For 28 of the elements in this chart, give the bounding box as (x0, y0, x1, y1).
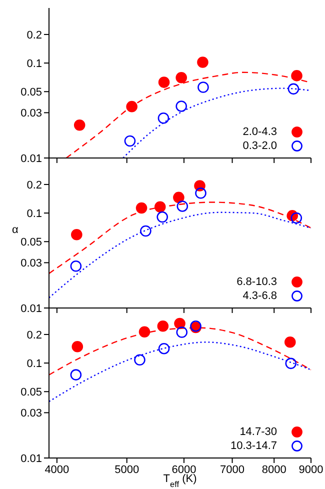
y-tick-label: 0.2 (26, 329, 42, 342)
x-tick-label: 7000 (220, 464, 245, 476)
x-tick-label: 4000 (44, 464, 70, 476)
y-tick-label: 0.05 (20, 236, 42, 249)
y-tick-label: 0.03 (20, 108, 42, 120)
legend-label: 2.0-4.3 (242, 126, 277, 138)
y-tick-label: 0.1 (26, 358, 42, 370)
y-tick-label: 0.01 (20, 152, 42, 165)
y-tick-label: 0.01 (20, 302, 42, 315)
y-tick-label: 0.03 (20, 408, 42, 420)
x-tick-label: 8000 (262, 464, 286, 476)
x-axis-title: T$_{eff}$ (K) (163, 473, 197, 488)
x-tick-label: 5000 (114, 464, 140, 476)
y-tick-label: 0.2 (26, 179, 42, 192)
legend-label: 6.8-10.3 (236, 276, 277, 288)
y-axis-title: α (12, 224, 19, 236)
y-tick-label: 0.03 (20, 258, 42, 270)
legend-label: 0.3-2.0 (242, 140, 277, 152)
legend-label: 14.7-30 (240, 426, 277, 438)
legend-label: 4.3-6.8 (242, 290, 277, 302)
y-tick-label: 0.1 (26, 58, 42, 70)
legend-label: 10.3-14.7 (230, 440, 277, 452)
x-tick-label: 9000 (298, 464, 324, 476)
y-tick-label: 0.05 (20, 86, 42, 99)
y-tick-label: 0.1 (26, 208, 42, 220)
y-tick-label: 0.01 (20, 452, 42, 465)
y-tick-label: 0.05 (20, 386, 42, 399)
y-tick-label: 0.2 (26, 29, 42, 42)
